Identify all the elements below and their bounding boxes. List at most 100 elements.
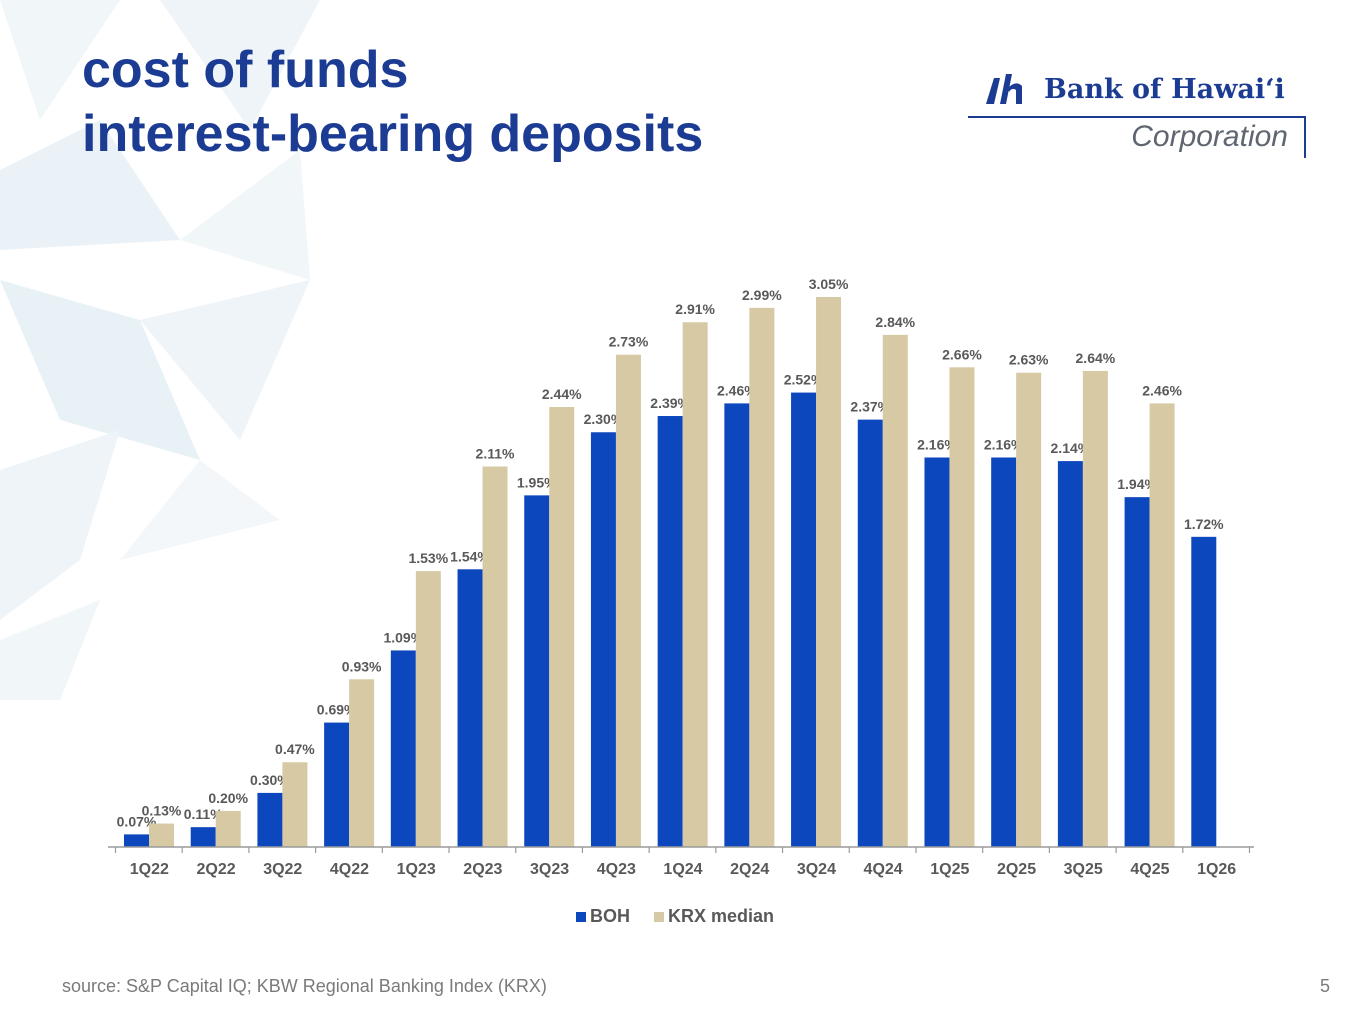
data-label-boh-1q22: 0.07% — [117, 813, 157, 829]
bar-krx-median-2q23 — [482, 466, 508, 847]
x-tick-label-1q23: 1Q23 — [397, 861, 436, 878]
bar-boh-3q24 — [791, 392, 817, 847]
bar-boh-2q22 — [190, 827, 216, 847]
bar-boh-1q23 — [390, 650, 416, 847]
x-tick-label-3q23: 3Q23 — [530, 861, 569, 878]
data-label-krx-median-4q22: 0.93% — [342, 658, 382, 674]
cost-of-funds-bar-chart: 0.07%0.13% 0.11%0.20%0.30% 0.47% 0.69% 0.93%… — [108, 276, 1254, 926]
bar-boh-3q22 — [257, 792, 283, 847]
data-label-boh-2q25: 2.16% — [984, 436, 1024, 452]
data-label-boh-4q24: 2.37% — [850, 399, 890, 415]
bar-boh-1q24 — [657, 416, 683, 847]
data-label-boh-1q23: 1.09% — [383, 629, 423, 645]
bar-krx-median-3q22 — [282, 762, 308, 847]
x-tick-label-4q22: 4Q22 — [330, 861, 369, 878]
bar-boh-4q23 — [590, 432, 616, 847]
bank-of-hawaii-logo: Bank of Hawaiʻi Corporation — [968, 66, 1308, 160]
x-tick-label-4q24: 4Q24 — [864, 861, 903, 878]
data-label-krx-median-1q25: 2.66% — [942, 346, 982, 362]
bank-logo-icon — [986, 74, 1022, 104]
x-tick-label-3q25: 3Q25 — [1064, 861, 1103, 878]
x-tick-label-1q24: 1Q24 — [663, 861, 702, 878]
logo-vertical-rule — [1304, 116, 1306, 158]
title-line-2: interest-bearing deposits — [82, 105, 704, 163]
data-label-krx-median-2q23: 2.11% — [476, 446, 515, 462]
data-label-krx-median-1q24: 2.91% — [675, 301, 715, 317]
data-label-boh-4q22: 0.69% — [317, 702, 357, 718]
x-tick-label-3q22: 3Q22 — [263, 861, 302, 878]
x-tick-label-2q24: 2Q24 — [730, 861, 769, 878]
data-label-krx-median-2q24: 2.99% — [742, 287, 782, 303]
bar-boh-4q22 — [324, 722, 350, 847]
bar-krx-median-2q24 — [749, 307, 775, 847]
data-label-krx-median-4q25: 2.46% — [1142, 382, 1182, 398]
data-label-boh-3q23: 1.95% — [517, 474, 557, 490]
x-tick-label-3q24: 3Q24 — [797, 861, 836, 878]
data-label-boh-4q25: 1.94% — [1117, 476, 1157, 492]
x-tick-label-1q25: 1Q25 — [930, 861, 969, 878]
data-label-krx-median-1q22: 0.13% — [142, 803, 182, 819]
data-label-krx-median-4q24: 2.84% — [875, 314, 915, 330]
x-tick-label-2q22: 2Q22 — [196, 861, 235, 878]
data-label-boh-3q22: 0.30% — [250, 772, 290, 788]
data-label-boh-1q26: 1.72% — [1184, 516, 1224, 532]
background-star-watermark — [0, 0, 320, 700]
x-tick-label-2q25: 2Q25 — [997, 861, 1036, 878]
source-note: source: S&P Capital IQ; KBW Regional Ban… — [62, 976, 547, 996]
data-label-boh-2q22: 0.11% — [184, 806, 223, 822]
data-label-krx-median-4q23: 2.73% — [609, 334, 649, 350]
data-label-boh-3q25: 2.14% — [1051, 440, 1091, 456]
x-tick-label-4q25: 4Q25 — [1130, 861, 1169, 878]
data-label-boh-1q24: 2.39% — [650, 395, 690, 411]
x-tick-label-1q22: 1Q22 — [130, 861, 169, 878]
x-tick-label-2q23: 2Q23 — [463, 861, 502, 878]
data-label-krx-median-3q25: 2.64% — [1076, 350, 1116, 366]
data-label-krx-median-3q24: 3.05% — [809, 276, 849, 292]
data-label-boh-4q23: 2.30% — [584, 411, 624, 427]
data-label-boh-2q24: 2.46% — [717, 382, 757, 398]
title-line-1: cost of funds — [82, 41, 409, 99]
bar-boh-2q23 — [457, 569, 483, 847]
data-label-krx-median-3q22: 0.47% — [275, 741, 315, 757]
bar-boh-3q23 — [524, 495, 550, 847]
bar-boh-2q25 — [991, 457, 1017, 847]
bar-boh-3q25 — [1057, 461, 1083, 847]
bar-krx-median-2q22 — [215, 810, 241, 847]
logo-subtitle: Corporation — [1131, 120, 1288, 153]
data-label-boh-2q23: 1.54% — [450, 548, 490, 564]
x-tick-label-4q23: 4Q23 — [597, 861, 636, 878]
bar-krx-median-3q25 — [1082, 370, 1108, 847]
data-label-krx-median-1q23: 1.53% — [408, 550, 448, 566]
bar-krx-median-3q23 — [549, 407, 575, 847]
bar-krx-median-1q24 — [682, 322, 708, 847]
bar-boh-1q26 — [1191, 536, 1217, 847]
bar-krx-median-4q24 — [882, 334, 908, 847]
bar-krx-median-4q25 — [1149, 403, 1175, 847]
bar-boh-1q22 — [124, 834, 149, 847]
legend-swatch-krx-median — [654, 912, 664, 922]
bar-boh-4q24 — [857, 419, 883, 847]
data-label-boh-1q25: 2.16% — [917, 436, 957, 452]
data-label-krx-median-2q22: 0.20% — [208, 790, 248, 806]
bar-krx-median-4q22 — [349, 679, 375, 847]
bar-boh-4q25 — [1124, 497, 1150, 847]
bar-boh-2q24 — [724, 403, 750, 847]
bar-krx-median-2q25 — [1016, 372, 1042, 847]
bar-krx-median-3q24 — [816, 297, 842, 847]
data-label-krx-median-3q23: 2.44% — [542, 386, 582, 402]
data-label-boh-3q24: 2.52% — [784, 372, 824, 388]
legend-label-boh: BOH — [590, 906, 630, 926]
logo-rule — [968, 116, 1306, 118]
bar-krx-median-1q22 — [149, 823, 174, 847]
legend-label-krx-median: KRX median — [668, 906, 774, 926]
slide-title: cost of funds interest-bearing deposits — [82, 38, 703, 166]
bar-boh-1q25 — [924, 457, 950, 847]
legend-swatch-boh — [576, 912, 586, 922]
page-number: 5 — [1320, 976, 1331, 996]
x-tick-label-1q26: 1Q26 — [1197, 861, 1236, 878]
bar-krx-median-4q23 — [615, 354, 641, 847]
data-label-krx-median-2q25: 2.63% — [1009, 352, 1049, 368]
logo-bank-name: Bank of Hawaiʻi — [1044, 74, 1285, 105]
bar-krx-median-1q25 — [949, 367, 975, 847]
bar-krx-median-1q23 — [415, 571, 441, 847]
